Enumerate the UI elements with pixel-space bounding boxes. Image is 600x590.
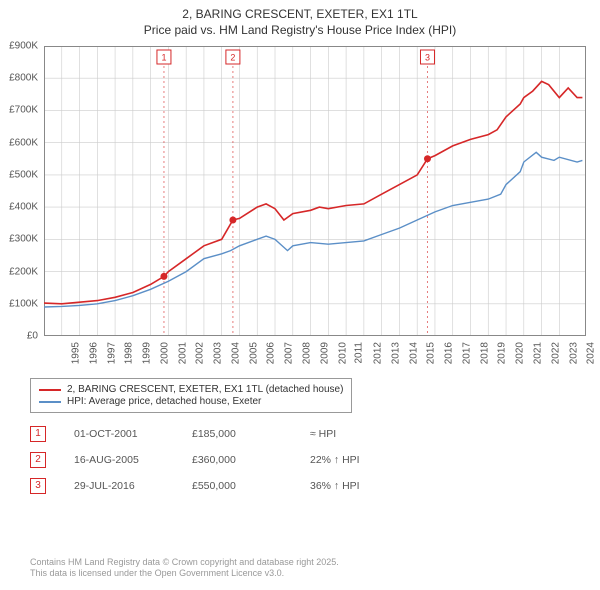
y-tick-label: £300K bbox=[0, 234, 38, 245]
event-row: 2 16-AUG-2005 £360,000 22% ↑ HPI bbox=[30, 452, 570, 468]
x-tick-label: 2001 bbox=[177, 342, 188, 364]
x-tick-label: 2019 bbox=[497, 342, 508, 364]
x-tick-label: 2018 bbox=[479, 342, 490, 364]
y-tick-label: £200K bbox=[0, 266, 38, 277]
x-tick-label: 2024 bbox=[586, 342, 597, 364]
x-tick-label: 1996 bbox=[88, 342, 99, 364]
legend-label: 2, BARING CRESCENT, EXETER, EX1 1TL (det… bbox=[67, 384, 343, 395]
x-tick-label: 2017 bbox=[461, 342, 472, 364]
x-tick-label: 1999 bbox=[141, 342, 152, 364]
y-tick-label: £700K bbox=[0, 105, 38, 116]
event-price: £185,000 bbox=[192, 428, 282, 440]
legend-row: HPI: Average price, detached house, Exet… bbox=[39, 396, 343, 407]
x-tick-label: 2006 bbox=[266, 342, 277, 364]
x-tick-label: 2022 bbox=[550, 342, 561, 364]
x-axis-labels: 1995 1996 1997 1998 1999 2000 2001 2002 2003 2004… bbox=[44, 338, 586, 378]
footer-line1: Contains HM Land Registry data © Crown c… bbox=[30, 557, 339, 569]
x-tick-label: 2010 bbox=[337, 342, 348, 364]
x-tick-label: 1995 bbox=[70, 342, 81, 364]
y-tick-label: £500K bbox=[0, 169, 38, 180]
event-date: 16-AUG-2005 bbox=[74, 454, 164, 466]
legend-swatch bbox=[39, 389, 61, 391]
x-tick-label: 2016 bbox=[443, 342, 454, 364]
legend-label: HPI: Average price, detached house, Exet… bbox=[67, 396, 261, 407]
event-date: 01-OCT-2001 bbox=[74, 428, 164, 440]
event-marker: 3 bbox=[30, 478, 46, 494]
x-tick-label: 2013 bbox=[390, 342, 401, 364]
y-axis-labels: £0£100K£200K£300K£400K£500K£600K£700K£80… bbox=[0, 46, 44, 336]
footer-attribution: Contains HM Land Registry data © Crown c… bbox=[30, 557, 339, 580]
y-tick-label: £900K bbox=[0, 41, 38, 52]
x-tick-label: 2002 bbox=[195, 342, 206, 364]
event-price: £550,000 bbox=[192, 480, 282, 492]
title-line2: Price paid vs. HM Land Registry's House … bbox=[0, 22, 600, 38]
event-change: ≈ HPI bbox=[310, 428, 420, 440]
svg-text:2: 2 bbox=[230, 52, 235, 62]
x-tick-label: 2014 bbox=[408, 342, 419, 364]
title-line1: 2, BARING CRESCENT, EXETER, EX1 1TL bbox=[0, 6, 600, 22]
x-tick-label: 2020 bbox=[515, 342, 526, 364]
x-tick-label: 2012 bbox=[372, 342, 383, 364]
x-tick-label: 2009 bbox=[319, 342, 330, 364]
event-change: 22% ↑ HPI bbox=[310, 454, 420, 466]
x-tick-label: 2015 bbox=[426, 342, 437, 364]
events-table: 1 01-OCT-2001 £185,000 ≈ HPI 2 16-AUG-2005 £36… bbox=[30, 426, 570, 504]
y-tick-label: £800K bbox=[0, 73, 38, 84]
y-tick-label: £0 bbox=[0, 331, 38, 342]
x-tick-label: 2008 bbox=[301, 342, 312, 364]
event-marker: 2 bbox=[30, 452, 46, 468]
event-marker: 1 bbox=[30, 426, 46, 442]
y-tick-label: £400K bbox=[0, 202, 38, 213]
y-tick-label: £600K bbox=[0, 137, 38, 148]
x-tick-label: 2021 bbox=[532, 342, 543, 364]
event-price: £360,000 bbox=[192, 454, 282, 466]
legend-row: 2, BARING CRESCENT, EXETER, EX1 1TL (det… bbox=[39, 384, 343, 395]
chart-svg: 1 2 3 bbox=[44, 46, 586, 336]
x-tick-label: 2023 bbox=[568, 342, 579, 364]
event-row: 1 01-OCT-2001 £185,000 ≈ HPI bbox=[30, 426, 570, 442]
x-tick-label: 2000 bbox=[159, 342, 170, 364]
event-change: 36% ↑ HPI bbox=[310, 480, 420, 492]
chart-title: 2, BARING CRESCENT, EXETER, EX1 1TL Pric… bbox=[0, 0, 600, 38]
svg-text:3: 3 bbox=[425, 52, 430, 62]
y-tick-label: £100K bbox=[0, 298, 38, 309]
x-tick-label: 1998 bbox=[124, 342, 135, 364]
legend-box: 2, BARING CRESCENT, EXETER, EX1 1TL (det… bbox=[30, 378, 352, 413]
event-row: 3 29-JUL-2016 £550,000 36% ↑ HPI bbox=[30, 478, 570, 494]
chart-plot-area: 1 2 3 bbox=[44, 46, 586, 336]
x-tick-label: 2011 bbox=[354, 342, 365, 364]
x-tick-label: 2007 bbox=[283, 342, 294, 364]
footer-line2: This data is licensed under the Open Gov… bbox=[30, 568, 339, 580]
x-tick-label: 2003 bbox=[212, 342, 223, 364]
x-tick-label: 2004 bbox=[230, 342, 241, 364]
x-tick-label: 1997 bbox=[106, 342, 117, 364]
legend-swatch bbox=[39, 401, 61, 403]
event-date: 29-JUL-2016 bbox=[74, 480, 164, 492]
svg-text:1: 1 bbox=[161, 52, 166, 62]
x-tick-label: 2005 bbox=[248, 342, 259, 364]
